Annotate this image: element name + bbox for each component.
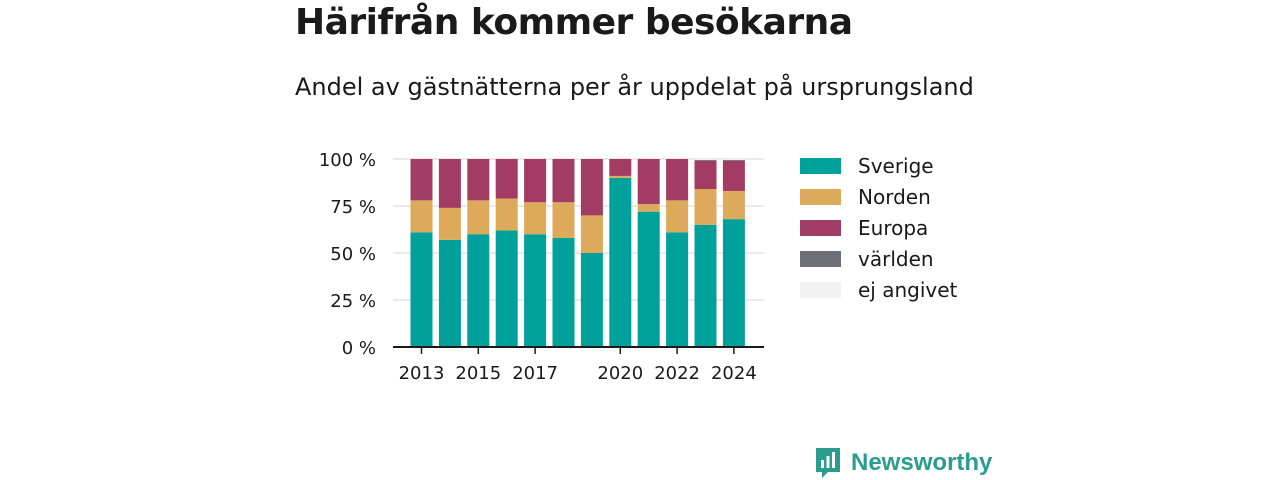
chart-legend: Sverige Norden Europa världen ej angivet bbox=[800, 150, 957, 305]
bar-segment-Europa-2014 bbox=[438, 159, 461, 208]
bar-segment-Europa-2017 bbox=[524, 159, 547, 203]
x-tick-label: 2020 bbox=[597, 363, 643, 384]
x-tick-label: 2013 bbox=[399, 363, 445, 384]
bar-segment-Norden-2015 bbox=[467, 200, 490, 235]
newsworthy-logo-icon bbox=[816, 448, 840, 478]
bar-segment-världen-2024 bbox=[722, 159, 745, 161]
bar-segment-Europa-2019 bbox=[580, 159, 603, 216]
bar-segment-Norden-2021 bbox=[637, 204, 660, 212]
legend-item: världen bbox=[800, 243, 957, 274]
bar-segment-ej-angivet-2024 bbox=[722, 159, 745, 160]
bar-segment-Europa-2015 bbox=[467, 159, 490, 201]
bar-segment-världen-2023 bbox=[694, 159, 717, 161]
newsworthy-logo: Newsworthy bbox=[814, 446, 992, 480]
bar-segment-Europa-2013 bbox=[410, 159, 433, 201]
y-tick-label: 75 % bbox=[330, 197, 376, 218]
legend-swatch bbox=[800, 219, 841, 236]
brand-name: Newsworthy bbox=[851, 449, 993, 476]
x-tick-label: 2024 bbox=[711, 363, 757, 384]
bar-segment-Sverige-2016 bbox=[495, 230, 518, 347]
bar-segment-Europa-2022 bbox=[666, 159, 689, 201]
bar-segment-Norden-2013 bbox=[410, 200, 433, 233]
legend-label: ej angivet bbox=[858, 277, 958, 302]
legend-item: Norden bbox=[800, 181, 957, 212]
bar-segment-Sverige-2021 bbox=[637, 211, 660, 347]
legend-label: Norden bbox=[858, 184, 931, 209]
legend-label: Europa bbox=[858, 215, 929, 240]
y-tick-label: 50 % bbox=[330, 244, 376, 265]
bar-segment-Norden-2022 bbox=[666, 200, 689, 233]
bar-segment-Sverige-2020 bbox=[609, 177, 632, 347]
legend-label: Sverige bbox=[858, 153, 934, 178]
bar-segment-Norden-2023 bbox=[694, 189, 717, 225]
legend-item: ej angivet bbox=[800, 274, 957, 305]
chart-title: Härifrån kommer besökarna bbox=[295, 2, 853, 43]
y-tick-label: 100 % bbox=[319, 150, 376, 171]
x-tick-label: 2022 bbox=[654, 363, 700, 384]
bar-segment-Norden-2020 bbox=[609, 175, 632, 178]
bar-segment-Norden-2014 bbox=[438, 207, 461, 240]
legend-swatch bbox=[800, 188, 841, 205]
bar-segment-Europa-2016 bbox=[495, 159, 518, 199]
bar-segment-Sverige-2018 bbox=[552, 237, 575, 347]
legend-swatch bbox=[800, 281, 841, 298]
legend-swatch bbox=[800, 250, 841, 267]
bar-segment-Norden-2016 bbox=[495, 198, 518, 231]
bar-segment-Sverige-2023 bbox=[694, 224, 717, 347]
legend-label: världen bbox=[858, 246, 934, 271]
bar-segment-Sverige-2015 bbox=[467, 234, 490, 347]
bar-segment-Norden-2018 bbox=[552, 202, 575, 238]
bar-segment-Sverige-2017 bbox=[524, 234, 547, 347]
bar-segment-Norden-2019 bbox=[580, 215, 603, 253]
legend-item: Sverige bbox=[800, 150, 957, 181]
x-tick-label: 2015 bbox=[455, 363, 501, 384]
bar-segment-Sverige-2014 bbox=[438, 239, 461, 347]
bar-segment-Sverige-2019 bbox=[580, 253, 603, 347]
bar-segment-Europa-2018 bbox=[552, 159, 575, 203]
legend-swatch bbox=[800, 157, 841, 174]
bar-segment-Norden-2017 bbox=[524, 202, 547, 235]
bar-segment-Europa-2020 bbox=[609, 159, 632, 176]
legend-item: Europa bbox=[800, 212, 957, 243]
bar-segment-Europa-2024 bbox=[722, 160, 745, 191]
y-tick-label: 0 % bbox=[342, 338, 376, 359]
bar-segment-Sverige-2024 bbox=[722, 219, 745, 347]
bar-segment-Sverige-2022 bbox=[666, 232, 689, 347]
chart-subtitle: Andel av gästnätterna per år uppdelat på… bbox=[295, 73, 974, 101]
bar-segment-Sverige-2013 bbox=[410, 232, 433, 347]
bar-segment-Norden-2024 bbox=[722, 190, 745, 220]
bar-segment-Europa-2023 bbox=[694, 160, 717, 190]
bar-segment-Europa-2021 bbox=[637, 159, 660, 205]
y-tick-label: 25 % bbox=[330, 291, 376, 312]
x-tick-label: 2017 bbox=[512, 363, 558, 384]
bar-segment-ej-angivet-2023 bbox=[694, 159, 717, 160]
